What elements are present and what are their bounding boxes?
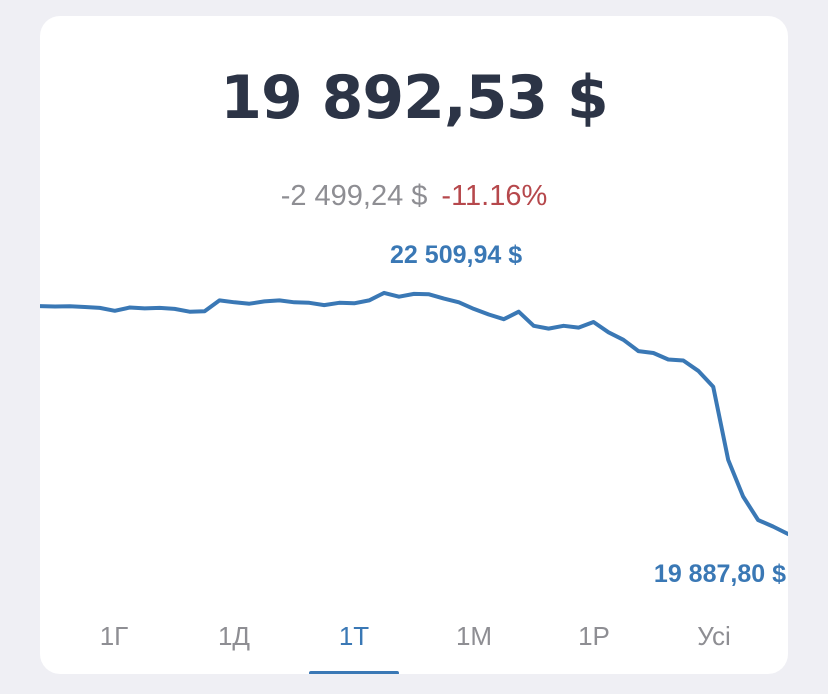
tab-1d[interactable]: 1Д xyxy=(217,621,251,651)
chart-min-label: 19 887,80 $ xyxy=(654,560,786,588)
tab-1r[interactable]: 1Р xyxy=(578,621,610,651)
tab-1t[interactable]: 1Т xyxy=(338,621,370,651)
chart-max-label: 22 509,94 $ xyxy=(390,241,522,269)
tab-all[interactable]: Усі xyxy=(697,621,731,651)
change-row: -2 499,24 $ -11.16% xyxy=(40,179,788,213)
tab-1m[interactable]: 1М xyxy=(455,621,493,651)
chart-series-line xyxy=(40,290,788,536)
balance-value: 19 892,53 $ xyxy=(220,63,609,133)
change-amount: -2 499,24 $ xyxy=(280,180,428,212)
tab-1g[interactable]: 1Г xyxy=(99,621,129,651)
period-tabs: 1Г 1Д 1Т 1М 1Р Усі xyxy=(40,618,788,674)
price-chart[interactable]: 22 509,94 $ 19 887,80 $ xyxy=(40,16,788,674)
portfolio-card: 19 892,53 $ -2 499,24 $ -11.16% 22 509,94… xyxy=(40,16,788,674)
active-tab-indicator xyxy=(309,671,399,674)
change-percent: -11.16% xyxy=(441,180,548,212)
